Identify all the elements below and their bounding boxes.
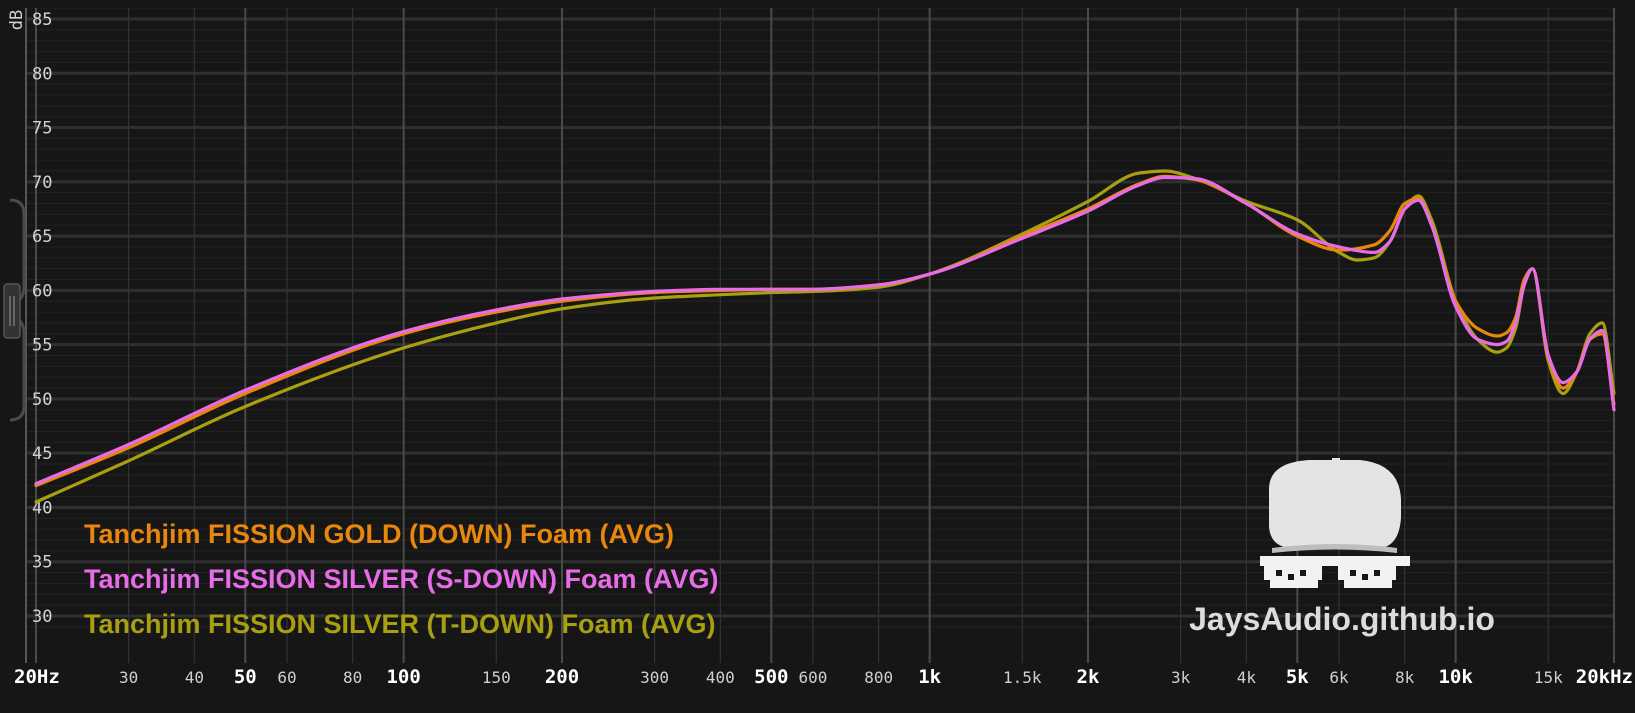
x-tick-label: 10k (1438, 666, 1473, 688)
x-tick-label: 800 (864, 668, 893, 687)
legend: Tanchjim FISSION GOLD (DOWN) Foam (AVG) T… (84, 519, 719, 639)
y-tick-label: 65 (32, 227, 52, 247)
watermark-text: JaysAudio.github.io (1189, 601, 1495, 637)
x-tick-label: 100 (386, 666, 420, 688)
x-tick-label: 6k (1329, 668, 1349, 687)
x-tick-label: 3k (1171, 668, 1191, 687)
x-tick-label: 200 (545, 666, 579, 688)
grid: 20Hz 30 40 50 60 80 100 150 200 300 400 500 600 800 1k… (14, 7, 1633, 688)
y-tick-label: 45 (32, 444, 52, 464)
x-tick-label: 1k (918, 666, 941, 688)
x-tick-label: 80 (343, 668, 362, 687)
y-tick-label: 75 (32, 119, 52, 139)
x-tick-label: 600 (799, 668, 828, 687)
legend-entry-2[interactable]: Tanchjim FISSION SILVER (S-DOWN) Foam (A… (84, 564, 719, 594)
y-tick-label: 85 (32, 10, 52, 30)
legend-entry-3[interactable]: Tanchjim FISSION SILVER (T-DOWN) Foam (A… (84, 609, 716, 639)
legend-entry-1[interactable]: Tanchjim FISSION GOLD (DOWN) Foam (AVG) (84, 519, 674, 549)
x-tick-label: 15k (1534, 668, 1563, 687)
y-axis-label: dB (7, 10, 27, 30)
y-axis: dB 85 80 75 70 65 60 55 50 45 40 35 30 (7, 8, 52, 663)
x-tick-label: 20kHz (1576, 666, 1633, 688)
x-tick-label: 400 (706, 668, 735, 687)
curves (34, 169, 1616, 504)
x-tick-label: 2k (1077, 666, 1100, 688)
x-tick-label: 4k (1237, 668, 1257, 687)
x-tick-label: 1.5k (1003, 668, 1042, 687)
y-tick-label: 40 (32, 498, 52, 518)
x-tick-label: 60 (277, 668, 296, 687)
series-line-2 (34, 175, 1616, 486)
y-tick-label: 35 (32, 553, 52, 573)
x-tick-label: 5k (1286, 666, 1309, 688)
y-tick-label: 55 (32, 336, 52, 356)
x-axis: 20Hz 30 40 50 60 80 100 150 200 300 400 500 600 800 1k… (14, 666, 1633, 688)
x-tick-label: 50 (234, 666, 257, 688)
y-tick-label: 50 (32, 390, 52, 410)
y-tick-label: 70 (32, 173, 52, 193)
series-line-1 (34, 174, 1616, 488)
x-tick-label: 8k (1395, 668, 1415, 687)
scale-drag-handle[interactable] (3, 198, 26, 422)
x-tick-label: 150 (482, 668, 511, 687)
y-tick-label: 30 (32, 607, 52, 627)
watermark: JaysAudio.github.io (1189, 458, 1495, 637)
x-tick-label: 30 (119, 668, 138, 687)
x-tick-label: 40 (185, 668, 204, 687)
y-tick-label: 80 (32, 64, 52, 84)
x-tick-label: 20Hz (14, 666, 60, 688)
x-tick-label: 300 (640, 668, 669, 687)
y-tick-label: 60 (32, 281, 52, 301)
x-tick-label: 500 (754, 666, 788, 688)
cap-and-pixel-sunglasses-logo-icon (1260, 458, 1410, 588)
